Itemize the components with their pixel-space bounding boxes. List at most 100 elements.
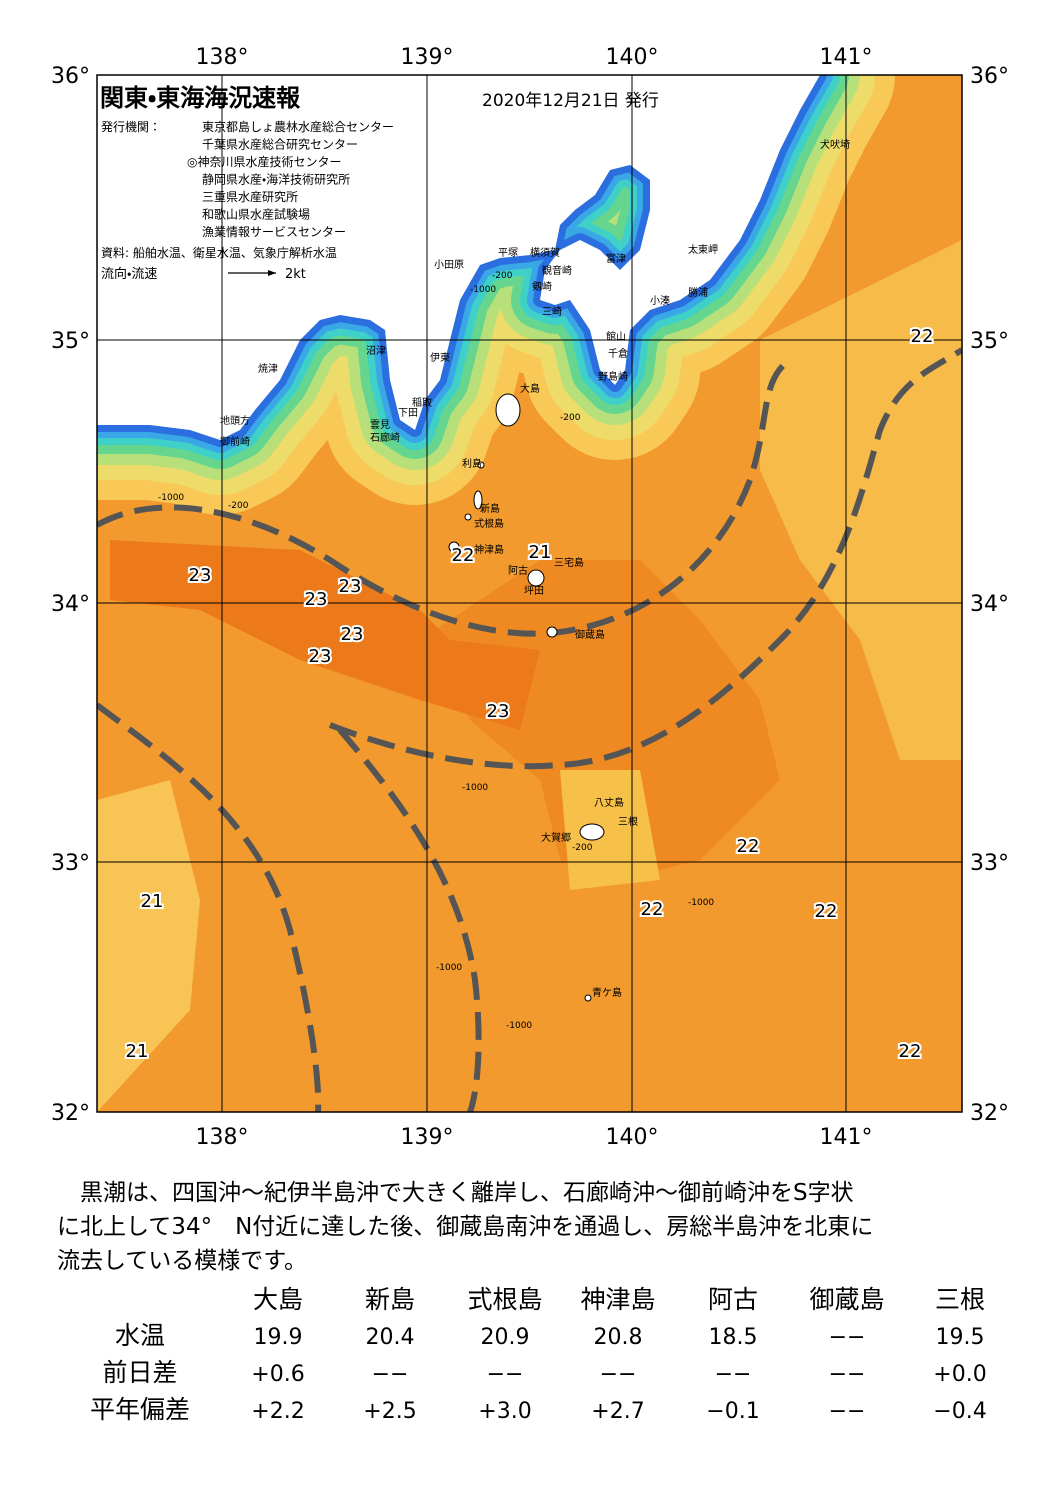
temperature-label: 22 bbox=[452, 545, 475, 566]
description-line: 黒潮は、四国沖～紀伊半島沖で大きく離岸し、石廊崎沖～御前崎沖をS字状 bbox=[57, 1180, 854, 1206]
place-name: 大島 bbox=[520, 382, 540, 395]
table-cell: −− bbox=[829, 1399, 866, 1424]
temperature-label: 21 bbox=[141, 891, 164, 912]
row-label: 水温 bbox=[115, 1321, 165, 1350]
lat-label: 32° bbox=[51, 1101, 90, 1126]
temperature-label: 23 bbox=[305, 589, 328, 610]
place-name: 富津 bbox=[606, 252, 626, 265]
island bbox=[584, 994, 592, 1002]
place-name: 利島 bbox=[462, 457, 482, 470]
lon-label: 139° bbox=[401, 1125, 454, 1150]
island bbox=[546, 626, 558, 638]
table-cell: −− bbox=[372, 1362, 409, 1387]
table-header: 新島 bbox=[365, 1285, 415, 1314]
place-name: 大賀郷 bbox=[541, 831, 571, 844]
cool-region bbox=[97, 780, 200, 1112]
place-name: 焼津 bbox=[258, 363, 278, 375]
lat-label: 35° bbox=[970, 329, 1009, 354]
publisher: 静岡県水産・海洋技術研究所 bbox=[202, 172, 350, 187]
temperature-label: 23 bbox=[189, 565, 212, 586]
depth-label: -1000 bbox=[436, 963, 462, 973]
place-name: 稲取 bbox=[412, 397, 432, 409]
island bbox=[448, 541, 460, 553]
kuroshio-line bbox=[328, 347, 962, 770]
table-cell: +0.0 bbox=[933, 1362, 986, 1387]
island bbox=[473, 490, 483, 510]
table-cell: −− bbox=[715, 1362, 752, 1387]
depth-label: -1000 bbox=[158, 493, 184, 503]
place-name: 千倉 bbox=[608, 348, 628, 360]
temperature-label: 23 bbox=[487, 701, 510, 722]
table-header: 大島 bbox=[253, 1285, 303, 1314]
warm-core bbox=[110, 540, 540, 730]
temperature-label: 23 bbox=[339, 576, 362, 597]
lon-label: 141° bbox=[820, 45, 873, 70]
depth-label: -200 bbox=[572, 843, 593, 853]
table-cell: +0.6 bbox=[251, 1362, 304, 1387]
lat-label: 34° bbox=[51, 592, 90, 617]
place-name: 三宅島 bbox=[554, 556, 584, 569]
place-name: 勝浦 bbox=[688, 286, 708, 299]
table-cell: 19.9 bbox=[254, 1325, 303, 1350]
row-label: 平年偏差 bbox=[90, 1395, 190, 1424]
place-name: 小湊 bbox=[650, 294, 670, 307]
lat-label: 36° bbox=[51, 64, 90, 89]
lon-label: 140° bbox=[606, 45, 659, 70]
publisher: 三重県水産研究所 bbox=[202, 190, 298, 204]
lon-label: 141° bbox=[820, 1125, 873, 1150]
depth-label: -1000 bbox=[506, 1021, 532, 1031]
temperature-label: 21 bbox=[126, 1041, 149, 1062]
publisher-label: 発行機関： bbox=[101, 120, 161, 134]
kuroshio-line bbox=[337, 728, 482, 1112]
place-name: 八丈島 bbox=[594, 796, 624, 809]
place-name: 式根島 bbox=[474, 517, 504, 530]
publisher: 漁業情報サービスセンター bbox=[202, 225, 346, 239]
island bbox=[579, 823, 605, 841]
map-frame bbox=[96, 74, 963, 1113]
description-line: 流去している模様です。 bbox=[57, 1248, 307, 1274]
table-header: 式根島 bbox=[467, 1285, 542, 1314]
source: 資料: 船舶水温、衛星水温、気象庁解析水温 bbox=[101, 245, 337, 260]
issue-date: 2020年12月21日 発行 bbox=[482, 91, 659, 111]
row-label: 前日差 bbox=[102, 1358, 177, 1387]
place-name: 青ケ島 bbox=[592, 986, 622, 999]
place-name: 犬吠埼 bbox=[820, 138, 850, 151]
lat-label: 32° bbox=[970, 1101, 1009, 1126]
island bbox=[527, 569, 545, 587]
table-cell: −− bbox=[600, 1362, 637, 1387]
table-cell: 20.9 bbox=[481, 1325, 530, 1350]
place-name: 新島 bbox=[480, 502, 500, 515]
place-name: 雲見 bbox=[370, 419, 390, 431]
warm-region bbox=[420, 560, 780, 880]
depth-label: -200 bbox=[228, 501, 249, 511]
temperature-label: 22 bbox=[815, 901, 838, 922]
place-name: 観音崎 bbox=[542, 264, 572, 277]
table-header: 阿古 bbox=[708, 1285, 758, 1314]
place-name: 三根 bbox=[618, 815, 638, 828]
temperature-label: 22 bbox=[911, 326, 934, 347]
place-name: 館山 bbox=[606, 330, 626, 343]
place-name: 神津島 bbox=[474, 543, 504, 556]
place-name: 太東岬 bbox=[688, 243, 718, 256]
table-cell: −− bbox=[829, 1325, 866, 1350]
place-name: 石廊崎 bbox=[370, 431, 400, 444]
table-cell: −− bbox=[829, 1362, 866, 1387]
temperature-label: 21 bbox=[529, 542, 552, 563]
lon-label: 138° bbox=[196, 1125, 249, 1150]
place-name: 坪田 bbox=[524, 584, 544, 597]
table-cell: 20.4 bbox=[366, 1325, 415, 1350]
table-cell: +3.0 bbox=[478, 1399, 531, 1424]
map-area bbox=[97, 75, 962, 1112]
table-cell: +2.7 bbox=[591, 1399, 644, 1424]
graticule bbox=[97, 75, 962, 1112]
islands bbox=[448, 393, 605, 1002]
table-cell: −0.1 bbox=[706, 1399, 759, 1424]
depth-label: -200 bbox=[492, 271, 513, 281]
table-cell: +2.5 bbox=[363, 1399, 416, 1424]
map-title: 関東・東海海況速報 bbox=[100, 84, 301, 112]
kuroshio-line bbox=[97, 702, 322, 1112]
place-name: 平塚 bbox=[498, 247, 518, 259]
table-cell: +2.2 bbox=[251, 1399, 304, 1424]
place-name: 小田原 bbox=[434, 259, 464, 271]
